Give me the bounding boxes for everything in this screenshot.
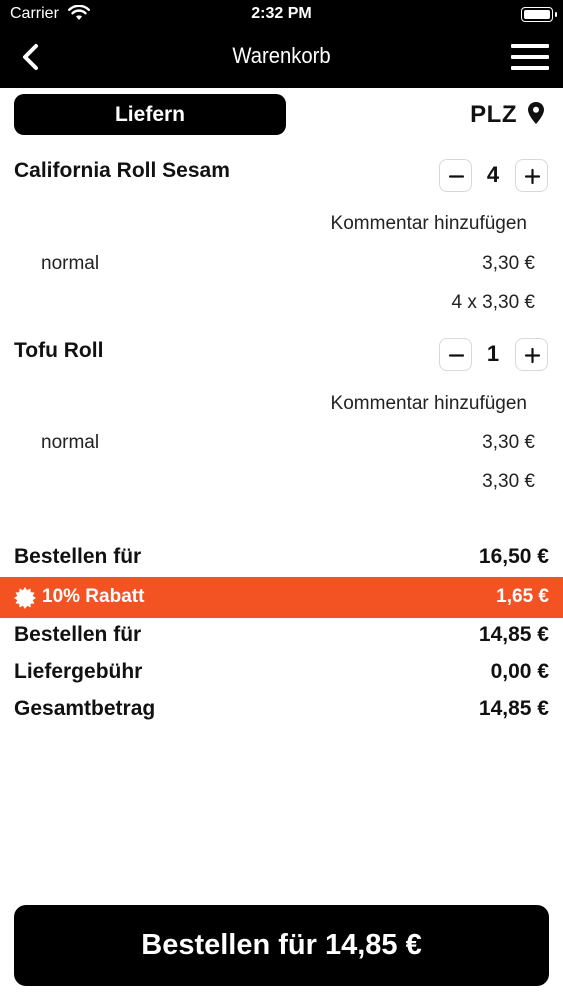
item-quantity: 1: [486, 341, 500, 366]
grand-total-value: 14,85 €: [478, 697, 549, 720]
carrier-label: Carrier: [10, 5, 59, 22]
grand-total-label: Gesamtbetrag: [14, 697, 156, 720]
item-variant: normal: [41, 253, 100, 274]
plz-button[interactable]: PLZ: [470, 100, 545, 130]
page-title: Warenkorb: [232, 43, 331, 68]
hamburger-menu-icon[interactable]: [511, 44, 549, 70]
item-unit-price: 3,30 €: [482, 432, 535, 453]
decrease-quantity-button[interactable]: [439, 338, 472, 371]
place-order-button[interactable]: Bestellen für 14,85 €: [14, 905, 549, 986]
status-time: 2:32 PM: [251, 5, 312, 22]
item-quantity: 4: [486, 162, 500, 187]
subtotal-value: 16,50 €: [478, 545, 549, 568]
minus-icon: [448, 354, 465, 357]
add-comment-link[interactable]: Kommentar hinzufügen: [330, 213, 527, 234]
discount-label: 10% Rabatt: [42, 586, 145, 607]
delivery-fee-label: Liefergebühr: [14, 660, 143, 683]
battery-icon: [521, 7, 557, 22]
back-chevron-icon[interactable]: [18, 42, 44, 72]
discount-badge-icon: [14, 587, 36, 614]
top-bar: Carrier 2:32 PM Warenkorb: [0, 0, 563, 88]
location-pin-icon: [527, 101, 545, 130]
plz-label: PLZ: [470, 101, 517, 128]
item-variant: normal: [41, 432, 100, 453]
increase-quantity-button[interactable]: [515, 338, 548, 371]
after-discount-value: 14,85 €: [478, 623, 549, 646]
discount-value: 1,65 €: [496, 586, 549, 607]
wifi-icon: [68, 4, 90, 26]
item-unit-price: 3,30 €: [482, 253, 535, 274]
discount-row: 10% Rabatt 1,65 €: [0, 577, 563, 618]
plus-icon: [524, 347, 541, 364]
item-name: Tofu Roll: [14, 339, 104, 362]
decrease-quantity-button[interactable]: [439, 159, 472, 192]
increase-quantity-button[interactable]: [515, 159, 548, 192]
subtotal-label: Bestellen für: [14, 545, 142, 568]
minus-icon: [448, 175, 465, 178]
plus-icon: [524, 168, 541, 185]
add-comment-link[interactable]: Kommentar hinzufügen: [330, 393, 527, 414]
delivery-mode-button[interactable]: Liefern: [14, 94, 286, 135]
status-bar: Carrier 2:32 PM: [0, 0, 563, 30]
delivery-fee-value: 0,00 €: [490, 660, 549, 683]
item-name: California Roll Sesam: [14, 159, 230, 182]
after-discount-label: Bestellen für: [14, 623, 142, 646]
item-line-total: 3,30 €: [482, 471, 535, 492]
item-line-total: 4 x 3,30 €: [451, 292, 535, 313]
